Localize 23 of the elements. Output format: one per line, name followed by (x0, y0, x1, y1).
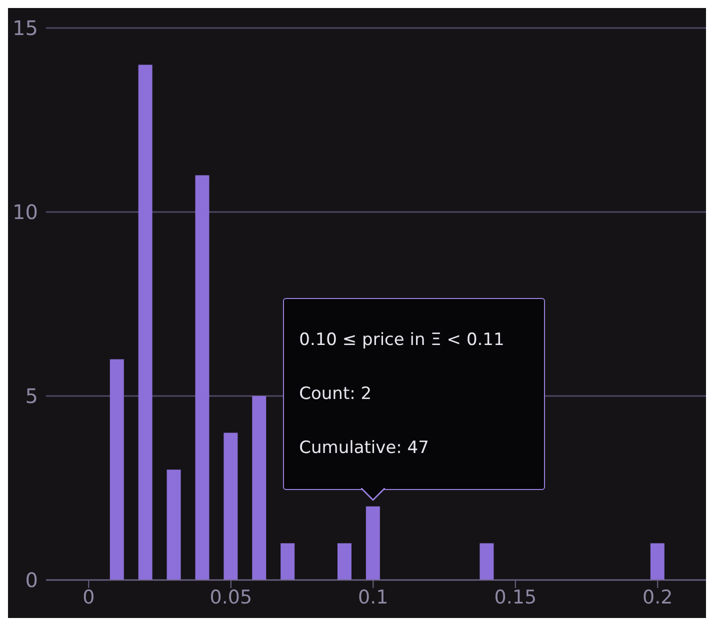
bar (650, 543, 664, 580)
annotation: Count: 2 (299, 383, 373, 406)
x-tick-label: 0.05 (210, 586, 252, 608)
y-tick-label: 10 (12, 200, 38, 224)
x-tick-label: 0 (82, 586, 95, 608)
bar (337, 543, 352, 580)
bar (252, 396, 266, 580)
bar (480, 543, 494, 580)
bar (280, 543, 295, 580)
x-tick-label: 0.2 (642, 586, 673, 608)
bar (166, 470, 181, 580)
annotation: 0.10 ≤ price in Ξ < 0.11 (299, 329, 506, 352)
x-tick-label: 0.15 (494, 586, 537, 608)
y-tick-label: 5 (25, 384, 38, 408)
bar (195, 175, 210, 580)
x-tick-label: 0.1 (358, 586, 388, 608)
bar (366, 506, 380, 580)
y-tick-label: 15 (12, 16, 38, 40)
bar (110, 359, 124, 580)
y-tick-label: 0 (25, 568, 38, 592)
bar (224, 432, 238, 580)
annotation: Cumulative: 47 (299, 437, 430, 460)
bar (138, 64, 152, 580)
